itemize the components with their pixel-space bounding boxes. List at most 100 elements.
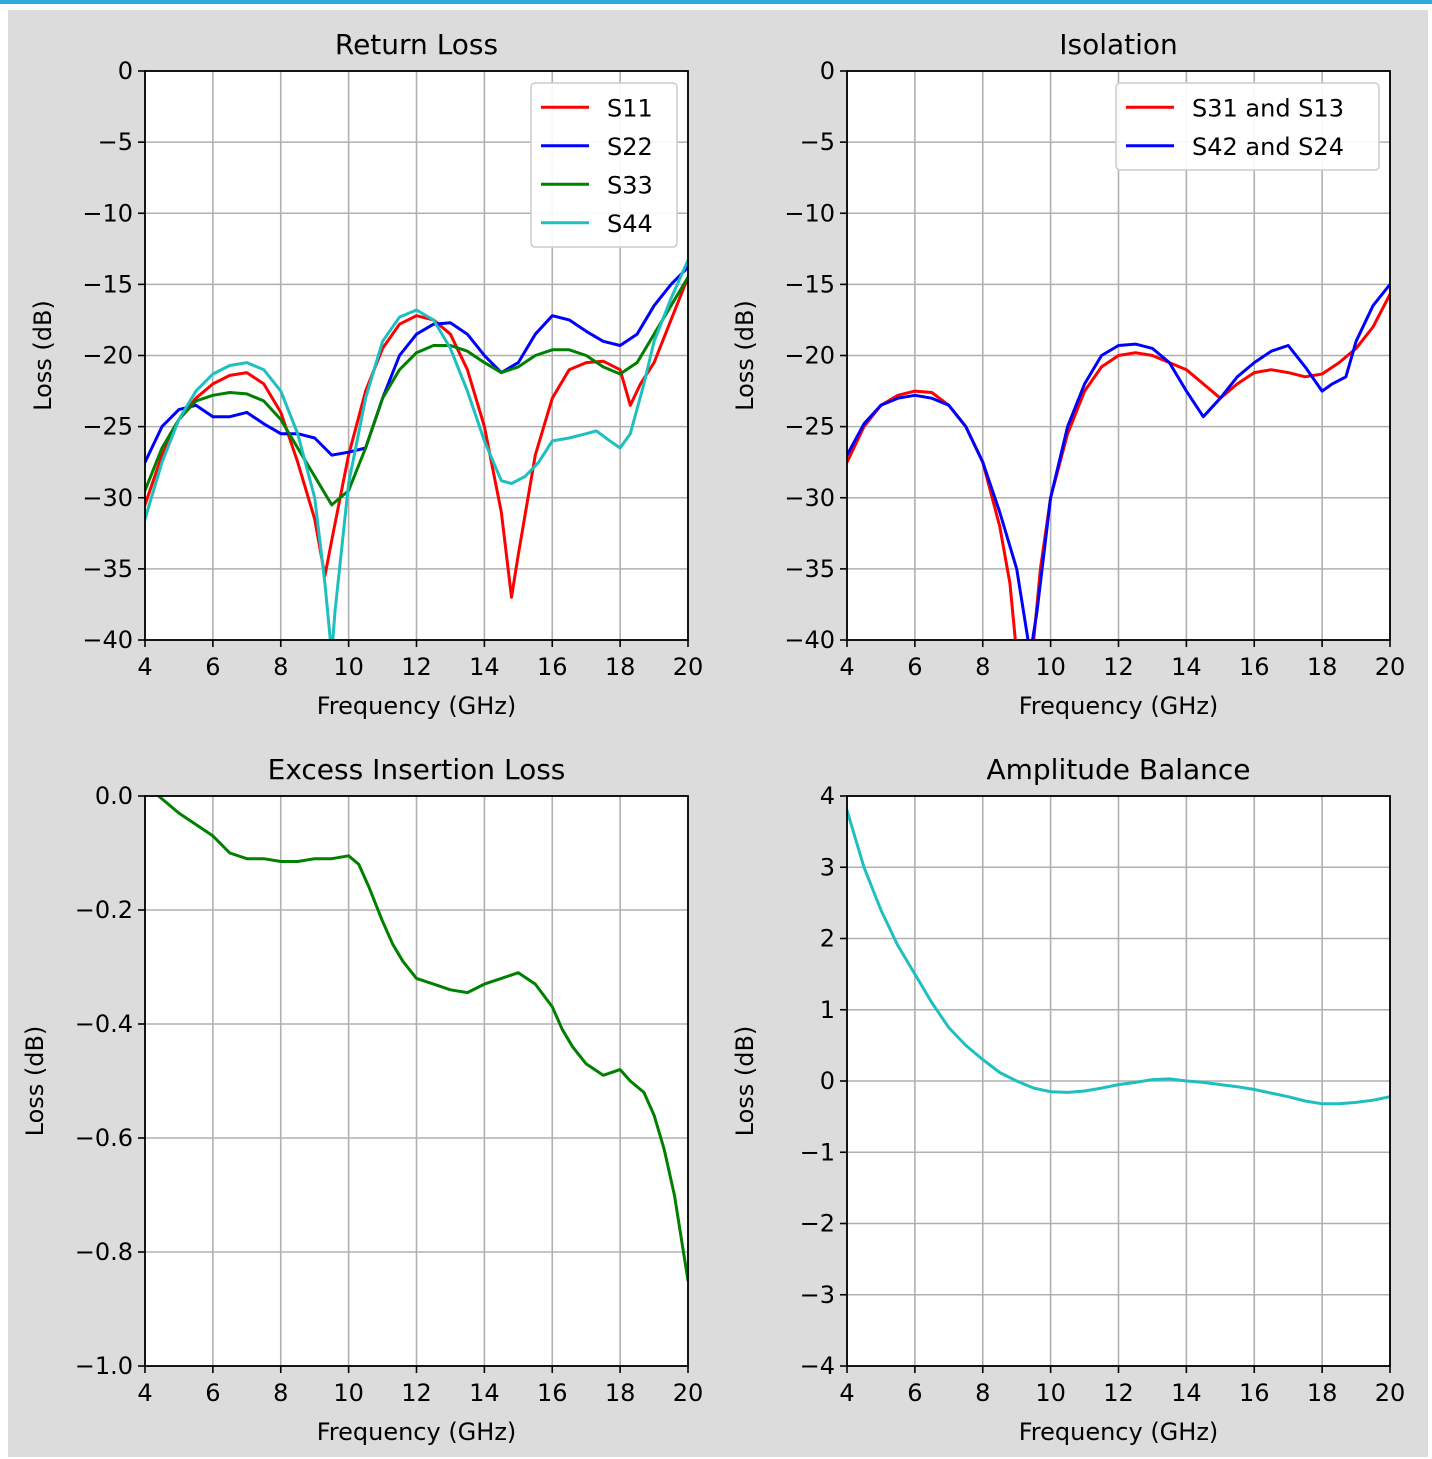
y-axis-label: Loss (dB) — [731, 1026, 759, 1137]
x-tick-label: 10 — [333, 653, 364, 681]
x-axis-label: Frequency (GHz) — [317, 692, 517, 720]
y-tick-label: −15 — [82, 270, 133, 298]
y-tick-label: −35 — [82, 555, 133, 583]
y-tick-label: −0.2 — [75, 896, 133, 924]
legend: S11 S22 S33 S44 — [530, 82, 678, 248]
chart-title: Amplitude Balance — [986, 753, 1250, 786]
series-line-s42-and-s24 — [847, 282, 1390, 640]
y-tick-label: 0 — [820, 57, 835, 85]
y-tick-label: −1.0 — [75, 1352, 133, 1380]
x-tick-label: 6 — [907, 653, 922, 681]
x-tick-label: 18 — [1307, 653, 1338, 681]
y-tick-label: −0.4 — [75, 1010, 133, 1038]
y-tick-label: −0.6 — [75, 1124, 133, 1152]
x-tick-label: 20 — [1375, 1379, 1406, 1407]
x-tick-label: 14 — [1171, 653, 1202, 681]
series-group — [847, 808, 1390, 1106]
y-tick-label: −10 — [82, 199, 133, 227]
x-tick-label: 10 — [1035, 653, 1066, 681]
y-tick-label: −40 — [784, 626, 835, 654]
series-line-s31-and-s13 — [847, 292, 1390, 640]
legend-box — [1115, 82, 1380, 171]
x-tick-label: 6 — [205, 1379, 220, 1407]
legend-label: S44 — [607, 210, 653, 238]
legend-label: S33 — [607, 171, 653, 199]
x-tick-label: 16 — [1239, 653, 1270, 681]
legend-label: S42 and S24 — [1192, 133, 1344, 161]
x-tick-label: 16 — [537, 1379, 568, 1407]
y-tick-label: −20 — [784, 342, 835, 370]
legend-label: S31 and S13 — [1192, 94, 1344, 122]
series-line-1 — [157, 796, 688, 1282]
x-tick-label: 14 — [469, 1379, 500, 1407]
y-tick-label: 2 — [820, 925, 835, 953]
x-tick-label: 8 — [975, 653, 990, 681]
y-tick-label: −5 — [800, 128, 835, 156]
x-tick-label: 10 — [333, 1379, 364, 1407]
series-line-s22 — [145, 265, 688, 464]
x-tick-label: 4 — [839, 653, 854, 681]
y-tick-label: −40 — [82, 626, 133, 654]
x-tick-label: 6 — [907, 1379, 922, 1407]
legend-label: S11 — [607, 94, 653, 122]
y-tick-label: −30 — [784, 484, 835, 512]
x-tick-label: 12 — [401, 1379, 432, 1407]
y-tick-label: −25 — [82, 413, 133, 441]
x-tick-label: 8 — [975, 1379, 990, 1407]
y-tick-label: −0.8 — [75, 1238, 133, 1266]
x-tick-label: 8 — [273, 653, 288, 681]
x-tick-label: 16 — [1239, 1379, 1270, 1407]
x-tick-label: 4 — [137, 1379, 152, 1407]
y-axis-label: Loss (dB) — [731, 300, 759, 411]
x-tick-label: 14 — [469, 653, 500, 681]
x-tick-label: 12 — [1103, 1379, 1134, 1407]
y-tick-label: −15 — [784, 270, 835, 298]
y-tick-label: 4 — [820, 782, 835, 810]
chart-title: Excess Insertion Loss — [268, 753, 566, 786]
chart-3: 4 6 8 10 12 14 16 18 20 0.0 −0.2 −0.4 −0.6 −0.8 −1.0 Ex… — [21, 753, 703, 1446]
x-axis-label: Frequency (GHz) — [1019, 692, 1219, 720]
legend-label: S22 — [607, 133, 653, 161]
y-tick-label: −2 — [800, 1210, 835, 1238]
x-axis-label: Frequency (GHz) — [317, 1418, 517, 1446]
y-tick-label: −3 — [800, 1281, 835, 1309]
series-line-s33 — [145, 275, 688, 507]
y-tick-label: 1 — [820, 996, 835, 1024]
x-tick-label: 4 — [839, 1379, 854, 1407]
y-tick-label: −4 — [800, 1352, 835, 1380]
x-tick-label: 14 — [1171, 1379, 1202, 1407]
legend: S31 and S13 S42 and S24 — [1115, 82, 1380, 171]
legend-box — [530, 82, 678, 248]
x-axis-label: Frequency (GHz) — [1019, 1418, 1219, 1446]
x-tick-label: 6 — [205, 653, 220, 681]
series-line-s11 — [145, 275, 688, 599]
x-tick-label: 16 — [537, 653, 568, 681]
y-axis-label: Loss (dB) — [29, 300, 57, 411]
x-tick-label: 12 — [1103, 653, 1134, 681]
y-tick-label: −10 — [784, 199, 835, 227]
y-tick-label: 0.0 — [95, 782, 133, 810]
series-line-s44 — [145, 258, 688, 640]
chart-title: Isolation — [1059, 28, 1178, 61]
y-tick-label: 0 — [118, 57, 133, 85]
series-group — [157, 796, 688, 1282]
x-tick-label: 4 — [137, 653, 152, 681]
x-tick-label: 20 — [1375, 653, 1406, 681]
y-tick-label: −20 — [82, 342, 133, 370]
x-tick-label: 8 — [273, 1379, 288, 1407]
chart-2: 4 6 8 10 12 14 16 18 20 0 −5 −10 −15 −20 −25 −30 −35 −40 I… — [731, 28, 1405, 720]
y-tick-label: −30 — [82, 484, 133, 512]
y-tick-label: −25 — [784, 413, 835, 441]
x-tick-label: 18 — [605, 653, 636, 681]
series-group — [145, 258, 688, 640]
x-tick-label: 10 — [1035, 1379, 1066, 1407]
series-group — [847, 282, 1390, 640]
y-tick-label: 0 — [820, 1067, 835, 1095]
y-tick-label: −5 — [98, 128, 133, 156]
y-tick-label: 3 — [820, 853, 835, 881]
chart-title: Return Loss — [335, 28, 498, 61]
x-tick-label: 18 — [605, 1379, 636, 1407]
y-axis-label: Loss (dB) — [21, 1026, 49, 1137]
